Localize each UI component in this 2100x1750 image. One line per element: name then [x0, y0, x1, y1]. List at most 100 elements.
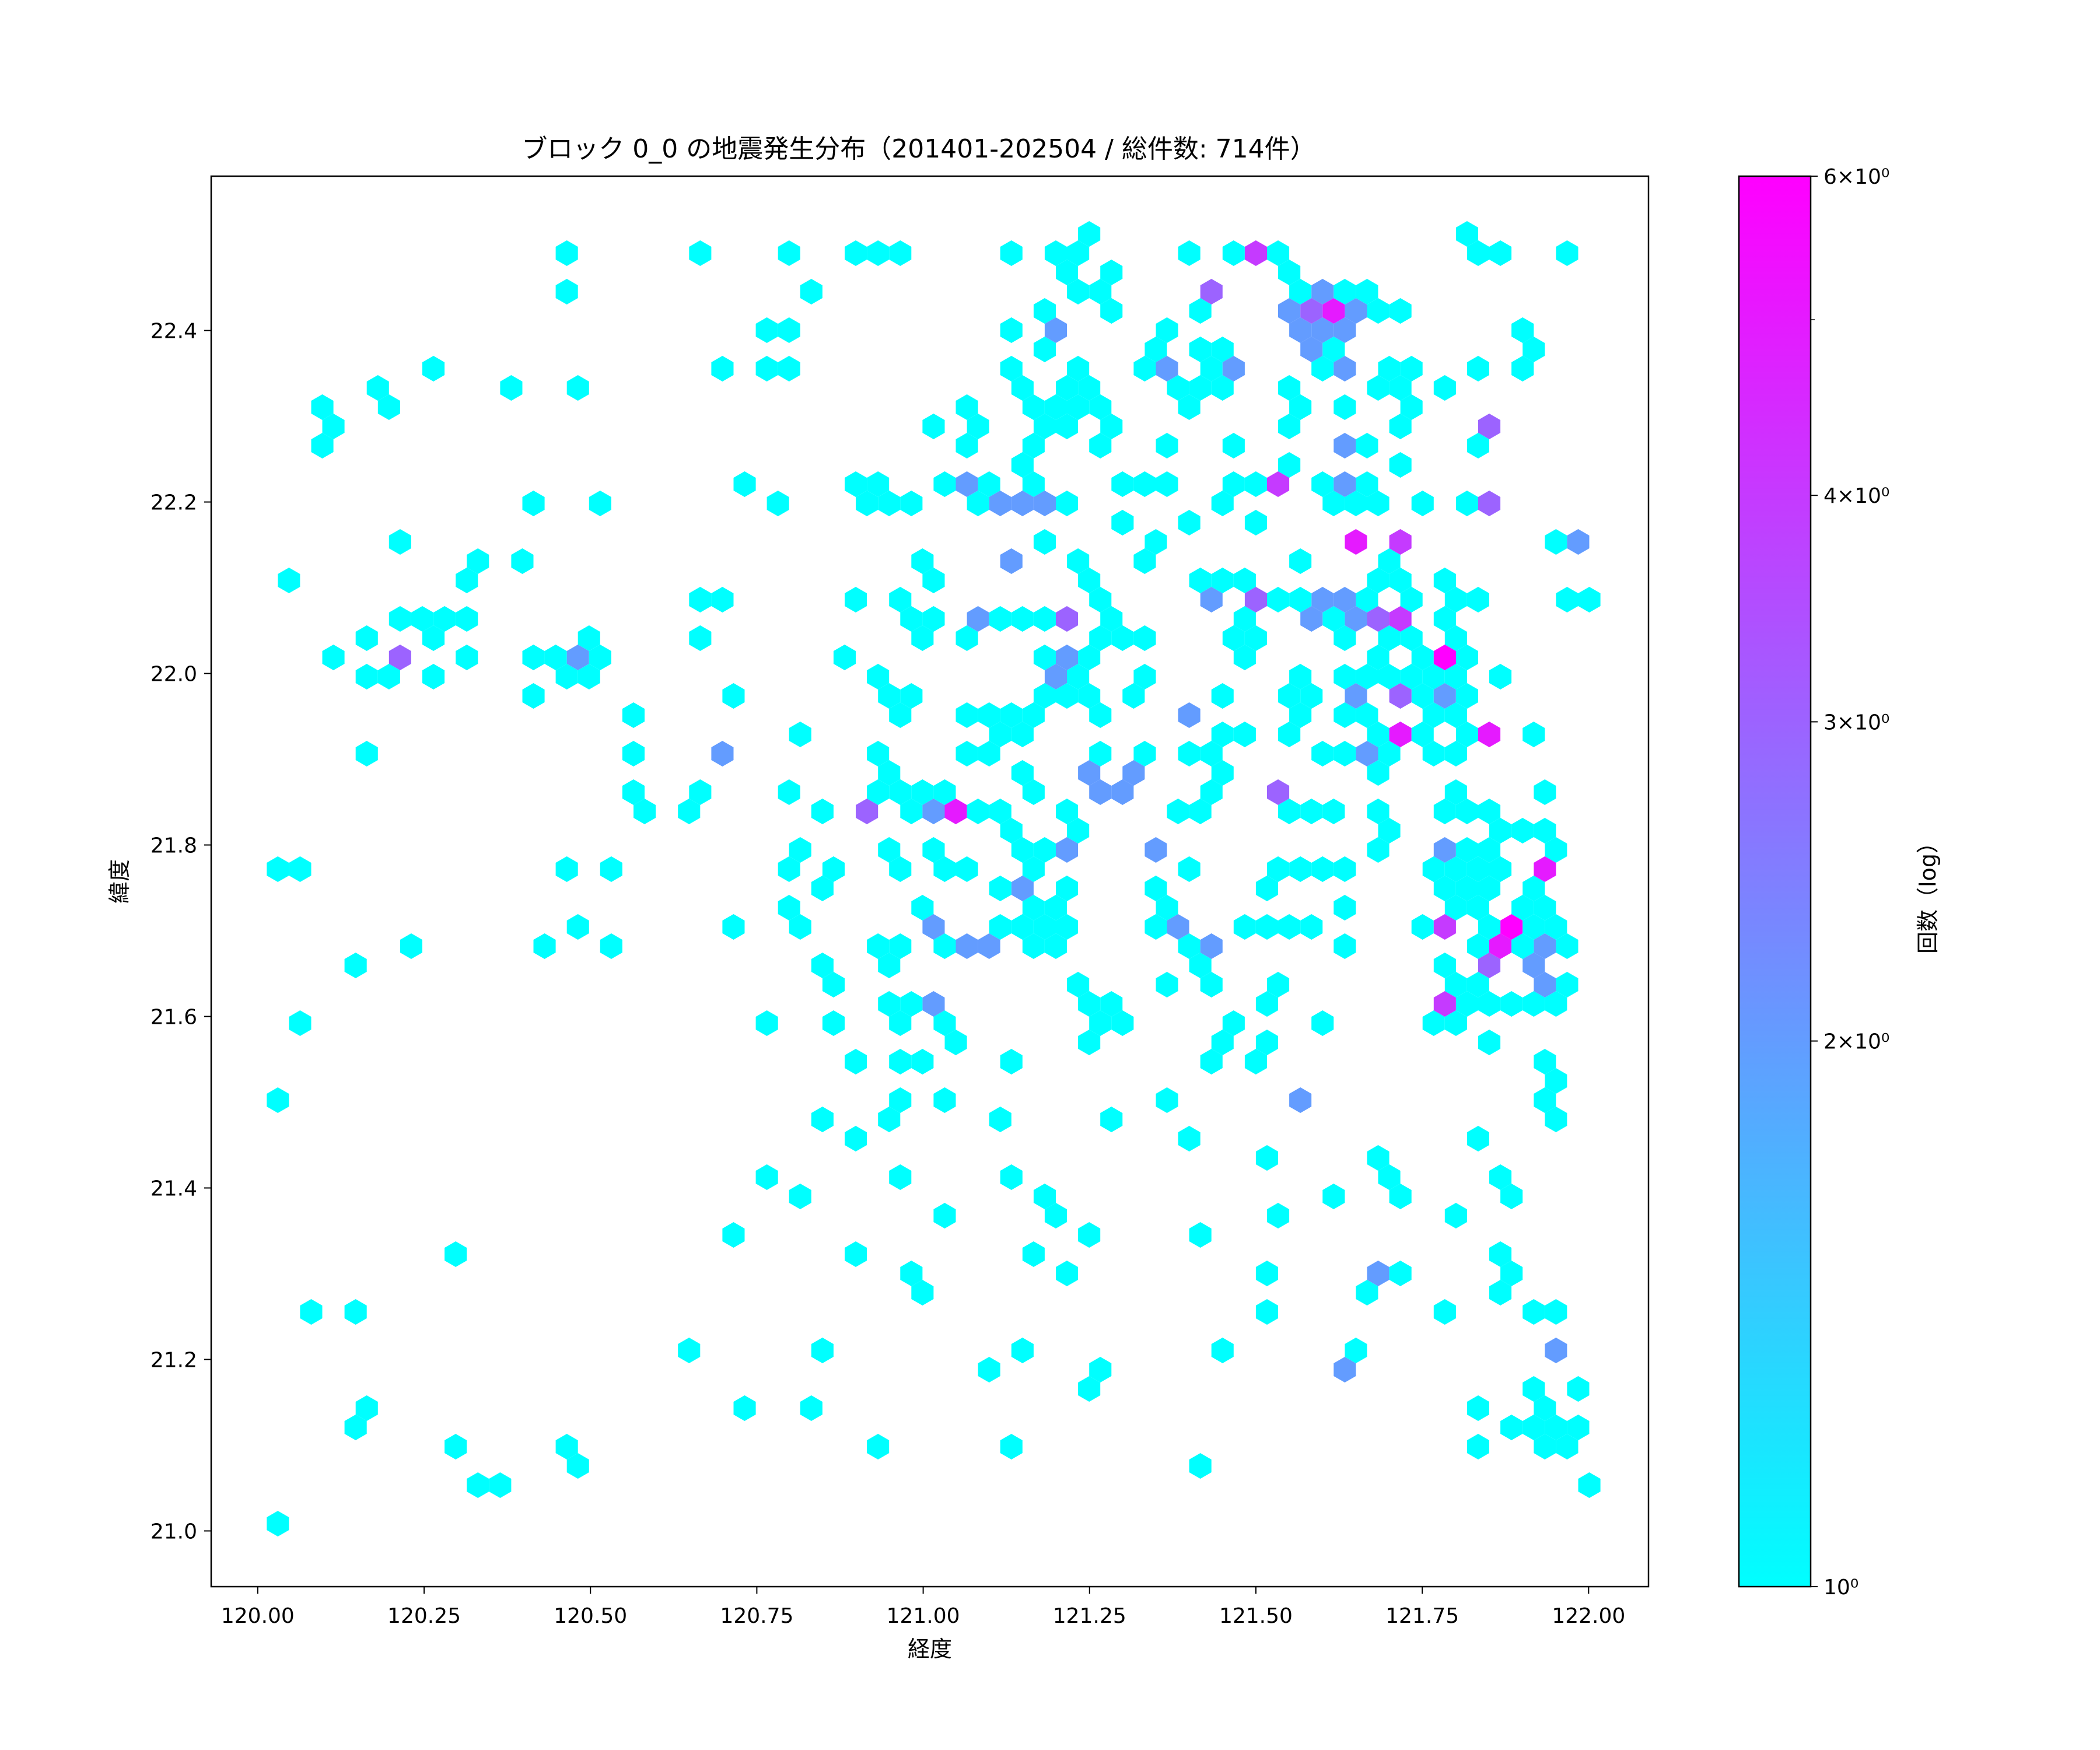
hex-cell: [1044, 240, 1067, 266]
hex-cell: [1189, 568, 1212, 593]
hex-cell: [578, 625, 600, 651]
hex-cell: [933, 856, 956, 882]
y-axis-label: 緯度: [107, 859, 132, 904]
hex-cell: [889, 240, 912, 266]
hex-cell: [1511, 356, 1534, 382]
hex-cell: [989, 914, 1012, 940]
hex-cell: [1100, 298, 1123, 324]
hex-cell: [1111, 471, 1134, 497]
hex-cell: [978, 933, 1000, 959]
hex-cell: [1367, 568, 1390, 593]
hex-cell: [733, 471, 756, 497]
hex-cell: [722, 914, 745, 940]
hex-cell: [1356, 433, 1378, 459]
hex-cell: [845, 1241, 867, 1267]
hex-cell: [1089, 1357, 1112, 1382]
hex-cell: [1478, 491, 1501, 516]
hex-cell: [1334, 471, 1356, 497]
hex-cell: [377, 664, 400, 690]
x-tick-label: 122.00: [1552, 1604, 1625, 1628]
hex-cell: [711, 741, 734, 766]
hex-cell: [1011, 606, 1034, 632]
hex-cell: [1455, 221, 1478, 247]
hex-cell: [1189, 1453, 1212, 1479]
hex-cell: [1367, 1261, 1390, 1286]
y-tick-label: 22.2: [150, 491, 197, 515]
hex-cell: [1334, 741, 1356, 766]
hex-cell: [1022, 433, 1045, 459]
hex-cell: [1345, 491, 1367, 516]
hex-cell: [1089, 394, 1112, 420]
hex-cell: [1489, 664, 1512, 690]
hex-cell: [1300, 606, 1323, 632]
hex-cell: [1300, 799, 1323, 824]
hex-cell: [1167, 375, 1189, 401]
hex-cell: [778, 317, 800, 343]
hex-cell: [1178, 702, 1200, 728]
hex-cell: [1011, 452, 1034, 478]
hex-cell: [1033, 645, 1056, 670]
hex-cell: [1345, 1338, 1367, 1363]
hex-cell: [1189, 1222, 1212, 1248]
hex-cell: [456, 568, 478, 593]
hex-cell: [1011, 375, 1034, 401]
x-tick-label: 121.00: [887, 1604, 960, 1628]
hex-cell: [1334, 625, 1356, 651]
hex-cell: [1289, 279, 1312, 304]
hex-cell: [578, 664, 600, 690]
hex-cell: [944, 1030, 967, 1055]
hex-cell: [1278, 722, 1301, 747]
hex-cell: [1556, 933, 1578, 959]
hex-cell: [989, 1107, 1012, 1132]
hex-cell: [1322, 491, 1345, 516]
hex-cell: [1311, 856, 1334, 882]
x-axis: 120.00 120.25 120.50 120.75 121.00 121.25 121.…: [221, 1587, 1625, 1628]
hex-cell: [1545, 529, 1567, 555]
hex-cell: [845, 471, 867, 497]
hex-cell: [1078, 568, 1101, 593]
colorbar-tick-label: 4×10⁰: [1824, 484, 1889, 508]
hex-cell: [1466, 972, 1489, 998]
hex-cell: [300, 1299, 323, 1325]
hex-cell: [1500, 1415, 1523, 1440]
plot-area: [210, 175, 1650, 1588]
hex-cell: [600, 856, 622, 882]
hex-cell: [889, 933, 912, 959]
hex-cell: [1222, 240, 1245, 266]
hex-cell: [1334, 933, 1356, 959]
hex-cell: [1545, 914, 1567, 940]
hex-cell: [1033, 837, 1056, 863]
hex-cell: [1089, 433, 1112, 459]
hex-cell: [789, 837, 811, 863]
hex-cell: [555, 1434, 578, 1460]
hex-cell: [911, 548, 934, 574]
hex-cell: [1367, 837, 1390, 863]
hex-cell: [956, 471, 978, 497]
hex-cell: [867, 240, 890, 266]
hex-cell: [1067, 664, 1090, 690]
hex-cell: [1067, 356, 1090, 382]
hex-cell: [822, 856, 845, 882]
hex-cell: [1122, 683, 1145, 709]
hex-cell: [1378, 625, 1401, 651]
hex-cell: [555, 240, 578, 266]
hex-cell: [1044, 933, 1067, 959]
hex-cell: [867, 741, 890, 766]
hex-cell: [1356, 587, 1378, 612]
hex-cell: [555, 279, 578, 304]
hex-cell: [1178, 933, 1200, 959]
hex-cell: [1522, 1376, 1545, 1402]
hex-cell: [1100, 414, 1123, 439]
hex-cell: [1444, 625, 1467, 651]
hex-cell: [867, 664, 890, 690]
hex-cell: [1534, 933, 1556, 959]
hex-cell: [1144, 837, 1167, 863]
hex-cell: [1056, 491, 1079, 516]
hex-cell: [1400, 664, 1423, 690]
hex-cell: [1044, 317, 1067, 343]
hex-cell: [1433, 606, 1456, 632]
hex-cell: [1334, 356, 1356, 382]
hex-cell: [1056, 606, 1079, 632]
hex-cell: [911, 779, 934, 805]
hex-cell: [1278, 452, 1301, 478]
